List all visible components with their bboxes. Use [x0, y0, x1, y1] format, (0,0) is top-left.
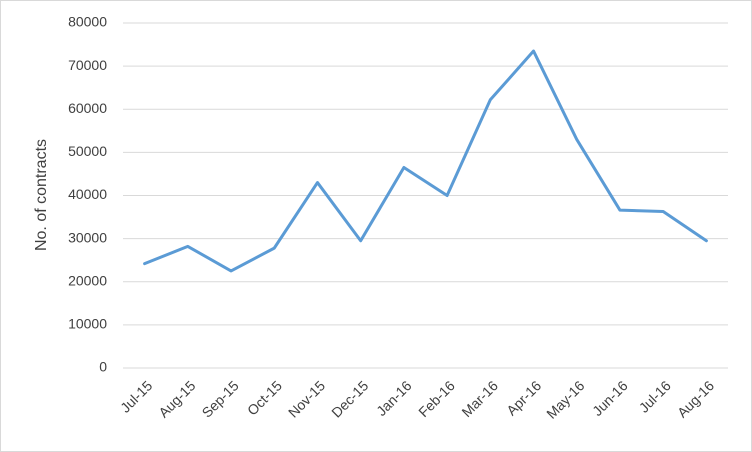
data-line	[143, 49, 708, 273]
y-tick-label: 50000	[68, 143, 107, 159]
y-tick-label: 20000	[68, 272, 107, 288]
y-tick-label: 70000	[68, 57, 107, 73]
y-tick-label: 40000	[68, 186, 107, 202]
y-tick-label: 80000	[68, 14, 107, 30]
y-axis-label: No. of contracts	[33, 139, 50, 251]
y-tick-label: 60000	[68, 100, 107, 116]
y-tick-label: 30000	[68, 229, 107, 245]
y-tick-label: 0	[99, 359, 107, 375]
y-tick-label: 10000	[68, 316, 107, 332]
